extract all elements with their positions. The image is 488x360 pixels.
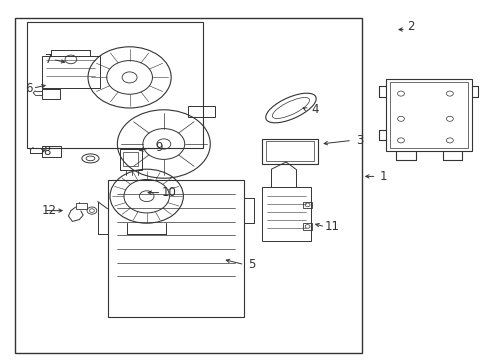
Bar xyxy=(76,203,86,209)
Bar xyxy=(261,139,317,164)
Text: 11: 11 xyxy=(325,220,339,233)
Bar xyxy=(188,106,215,117)
Bar xyxy=(41,89,60,99)
Bar xyxy=(27,22,203,148)
Bar xyxy=(123,152,138,166)
Bar xyxy=(120,149,142,170)
Bar xyxy=(41,146,61,157)
Text: 3: 3 xyxy=(355,134,363,147)
Text: 8: 8 xyxy=(42,145,50,158)
Text: 10: 10 xyxy=(161,186,176,199)
Text: 9: 9 xyxy=(155,141,163,154)
Bar xyxy=(265,141,313,161)
Bar xyxy=(386,79,471,151)
Bar xyxy=(303,202,311,208)
Text: 7: 7 xyxy=(45,53,53,66)
Text: 1: 1 xyxy=(379,170,387,183)
Text: 2: 2 xyxy=(406,21,414,33)
Text: 6: 6 xyxy=(25,82,33,95)
Text: 4: 4 xyxy=(311,103,319,116)
Text: 5: 5 xyxy=(247,258,255,271)
Bar xyxy=(41,56,100,88)
Text: 12: 12 xyxy=(41,204,56,217)
Bar xyxy=(303,223,311,230)
Bar xyxy=(389,82,467,148)
Bar xyxy=(15,18,361,353)
Bar xyxy=(107,180,244,317)
Bar xyxy=(261,187,310,241)
